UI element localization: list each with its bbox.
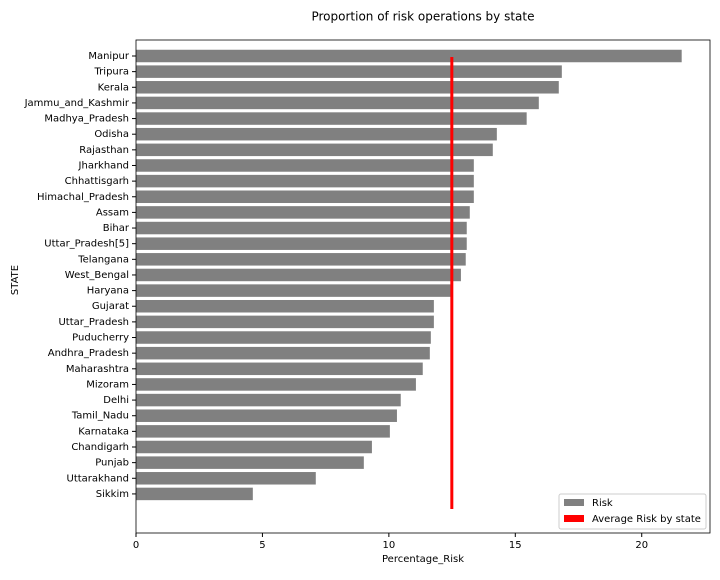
legend-swatch — [564, 515, 584, 522]
bar — [136, 96, 539, 110]
y-tick-label: Tamil_Nadu — [71, 411, 129, 422]
bar — [136, 112, 527, 125]
y-axis-label: STATE — [10, 265, 21, 295]
bar — [136, 393, 401, 407]
bar — [136, 487, 253, 501]
bar — [136, 331, 431, 344]
y-tick-label: Uttarakhand — [67, 473, 129, 484]
y-tick-label: Madhya_Pradesh — [44, 114, 129, 125]
plot-frame — [135, 39, 711, 534]
bar — [136, 440, 372, 454]
y-tick-label: Haryana — [87, 286, 129, 297]
y-tick-label: Tripura — [94, 67, 129, 78]
legend-swatch — [564, 499, 584, 506]
bar — [136, 472, 316, 485]
bar — [136, 143, 493, 157]
y-tick-label: Jharkhand — [78, 160, 129, 171]
y-tick-label: Mizoram — [86, 379, 129, 390]
bar — [136, 299, 434, 313]
bar — [136, 346, 430, 360]
y-tick-label: Chhattisgarh — [65, 176, 129, 187]
x-tick-label: 20 — [635, 540, 648, 551]
x-tick-label: 5 — [259, 540, 265, 551]
bar — [136, 237, 467, 250]
y-tick-label: Sikkim — [96, 489, 129, 500]
bar — [136, 378, 416, 391]
bar — [136, 174, 474, 188]
bar — [136, 49, 682, 63]
x-tick-label: 15 — [509, 540, 522, 551]
bar — [136, 253, 466, 266]
bar — [136, 268, 461, 282]
y-tick-label: Uttar_Pradesh — [58, 317, 129, 328]
chart-title: Proportion of risk operations by state — [311, 10, 534, 24]
legend-box — [558, 493, 707, 530]
bar — [136, 221, 467, 235]
legend-label: Average Risk by state — [592, 514, 701, 525]
y-tick-label: Andhra_Pradesh — [48, 348, 129, 359]
y-tick-label: Maharashtra — [66, 364, 129, 375]
y-tick-label: Odisha — [94, 129, 129, 140]
y-tick-label: Rajasthan — [79, 145, 129, 156]
bar — [136, 315, 434, 329]
y-tick-label: Gujarat — [92, 301, 129, 312]
y-tick-label: Kerala — [98, 82, 129, 93]
y-tick-label: Bihar — [103, 223, 130, 234]
bar — [136, 409, 397, 422]
bar — [136, 362, 423, 376]
x-tick-label: 10 — [382, 540, 395, 551]
bar — [136, 127, 497, 141]
bar — [136, 159, 474, 172]
y-tick-label: Chandigarh — [71, 442, 129, 453]
bar — [136, 284, 452, 297]
bar — [136, 456, 364, 469]
y-tick-label: Jammu_and_Kashmir — [24, 98, 130, 109]
y-tick-label: Karnataka — [78, 426, 129, 437]
y-tick-label: Puducherry — [72, 333, 129, 344]
bar — [136, 206, 470, 219]
bar — [136, 65, 562, 78]
bar — [136, 425, 390, 438]
y-tick-label: West_Bengal — [65, 270, 129, 281]
legend-label: Risk — [592, 498, 613, 509]
y-tick-label: Manipur — [88, 51, 130, 62]
bar — [136, 81, 559, 94]
bar — [136, 190, 474, 204]
x-tick-label: 0 — [133, 540, 139, 551]
y-tick-label: Assam — [96, 207, 129, 218]
y-tick-label: Punjab — [95, 458, 129, 469]
y-tick-label: Telangana — [77, 254, 129, 265]
x-axis-label: Percentage_Risk — [382, 554, 464, 565]
y-tick-label: Himachal_Pradesh — [37, 192, 129, 203]
y-tick-label: Uttar_Pradesh[5] — [44, 239, 129, 250]
y-tick-label: Delhi — [103, 395, 129, 406]
